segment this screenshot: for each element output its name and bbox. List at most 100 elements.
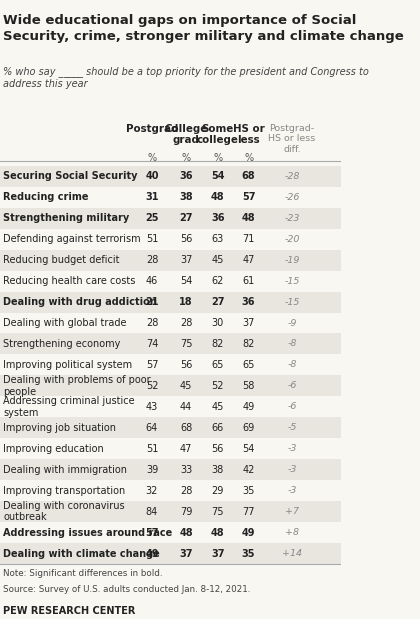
Text: Reducing health care costs: Reducing health care costs <box>3 276 136 286</box>
Text: 28: 28 <box>180 318 192 328</box>
Text: Improving political system: Improving political system <box>3 360 133 370</box>
Text: -9: -9 <box>287 319 297 327</box>
Text: -5: -5 <box>287 423 297 432</box>
Text: 54: 54 <box>180 276 192 286</box>
Text: Improving job situation: Improving job situation <box>3 423 116 433</box>
FancyBboxPatch shape <box>0 438 341 459</box>
FancyBboxPatch shape <box>0 501 341 522</box>
Text: 77: 77 <box>242 507 255 517</box>
FancyBboxPatch shape <box>0 208 341 228</box>
Text: 52: 52 <box>212 381 224 391</box>
Text: 47: 47 <box>242 255 255 265</box>
Text: -23: -23 <box>284 214 299 223</box>
Text: 33: 33 <box>180 465 192 475</box>
Text: +14: +14 <box>282 549 302 558</box>
FancyBboxPatch shape <box>0 543 341 564</box>
Text: -8: -8 <box>287 339 297 348</box>
Text: -3: -3 <box>287 486 297 495</box>
FancyBboxPatch shape <box>0 334 341 355</box>
Text: 58: 58 <box>242 381 255 391</box>
Text: 56: 56 <box>180 360 192 370</box>
Text: 69: 69 <box>242 423 255 433</box>
Text: 28: 28 <box>180 486 192 496</box>
Text: 37: 37 <box>211 548 225 558</box>
Text: 44: 44 <box>180 402 192 412</box>
Text: 54: 54 <box>211 171 225 181</box>
Text: 64: 64 <box>146 423 158 433</box>
Text: 29: 29 <box>212 486 224 496</box>
Text: 45: 45 <box>180 381 192 391</box>
Text: 68: 68 <box>180 423 192 433</box>
Text: -26: -26 <box>284 193 299 202</box>
Text: 35: 35 <box>242 548 255 558</box>
Text: 36: 36 <box>211 213 225 223</box>
Text: Strengthening military: Strengthening military <box>3 213 130 223</box>
Text: 52: 52 <box>146 381 158 391</box>
Text: 48: 48 <box>242 213 255 223</box>
FancyBboxPatch shape <box>0 480 341 501</box>
Text: 28: 28 <box>146 255 158 265</box>
Text: 49: 49 <box>145 548 159 558</box>
Text: Defending against terrorism: Defending against terrorism <box>3 234 141 244</box>
FancyBboxPatch shape <box>0 522 341 543</box>
Text: 45: 45 <box>212 402 224 412</box>
Text: 37: 37 <box>179 548 193 558</box>
Text: 82: 82 <box>242 339 255 349</box>
Text: 40: 40 <box>145 171 159 181</box>
Text: %: % <box>147 154 157 163</box>
Text: 75: 75 <box>180 339 192 349</box>
Text: 82: 82 <box>212 339 224 349</box>
Text: -28: -28 <box>284 171 299 181</box>
Text: Addressing issues around race: Addressing issues around race <box>3 527 173 538</box>
Text: %: % <box>244 154 253 163</box>
Text: 66: 66 <box>212 423 224 433</box>
Text: Securing Social Security: Securing Social Security <box>3 171 138 181</box>
Text: 75: 75 <box>212 507 224 517</box>
FancyBboxPatch shape <box>0 417 341 438</box>
Text: Note: Significant differences in bold.: Note: Significant differences in bold. <box>3 569 163 578</box>
Text: 51: 51 <box>146 234 158 244</box>
Text: 54: 54 <box>242 444 255 454</box>
Text: 45: 45 <box>212 255 224 265</box>
Text: Dealing with immigration: Dealing with immigration <box>3 465 127 475</box>
Text: Reducing crime: Reducing crime <box>3 193 89 202</box>
Text: 84: 84 <box>146 507 158 517</box>
Text: 61: 61 <box>242 276 255 286</box>
Text: % who say _____ should be a top priority for the president and Congress to
addre: % who say _____ should be a top priority… <box>3 66 369 90</box>
Text: Addressing criminal justice
system: Addressing criminal justice system <box>3 396 135 418</box>
Text: 49: 49 <box>242 402 255 412</box>
Text: 36: 36 <box>242 297 255 307</box>
Text: 28: 28 <box>146 318 158 328</box>
Text: 49: 49 <box>242 527 255 538</box>
FancyBboxPatch shape <box>0 459 341 480</box>
Text: -6: -6 <box>287 381 297 391</box>
Text: Postgrad-
HS or less
diff.: Postgrad- HS or less diff. <box>268 124 315 154</box>
Text: Improving education: Improving education <box>3 444 104 454</box>
Text: 32: 32 <box>146 486 158 496</box>
Text: 65: 65 <box>242 360 255 370</box>
FancyBboxPatch shape <box>0 271 341 292</box>
Text: 39: 39 <box>146 465 158 475</box>
Text: 25: 25 <box>145 213 159 223</box>
Text: Reducing budget deficit: Reducing budget deficit <box>3 255 120 265</box>
Text: -15: -15 <box>284 277 299 285</box>
Text: 57: 57 <box>145 527 159 538</box>
Text: 38: 38 <box>179 193 193 202</box>
Text: Source: Survey of U.S. adults conducted Jan. 8-12, 2021.: Source: Survey of U.S. adults conducted … <box>3 584 251 594</box>
Text: -20: -20 <box>284 235 299 244</box>
Text: PEW RESEARCH CENTER: PEW RESEARCH CENTER <box>3 606 136 616</box>
Text: 79: 79 <box>180 507 192 517</box>
Text: 48: 48 <box>179 527 193 538</box>
Text: %: % <box>181 154 191 163</box>
Text: 74: 74 <box>146 339 158 349</box>
Text: %: % <box>213 154 223 163</box>
Text: 18: 18 <box>179 297 193 307</box>
Text: 56: 56 <box>212 444 224 454</box>
Text: Dealing with drug addiction: Dealing with drug addiction <box>3 297 157 307</box>
Text: 42: 42 <box>242 465 255 475</box>
Text: Dealing with climate change: Dealing with climate change <box>3 548 160 558</box>
Text: 68: 68 <box>242 171 255 181</box>
FancyBboxPatch shape <box>0 166 341 187</box>
Text: 30: 30 <box>212 318 224 328</box>
Text: College
grad: College grad <box>165 124 208 145</box>
